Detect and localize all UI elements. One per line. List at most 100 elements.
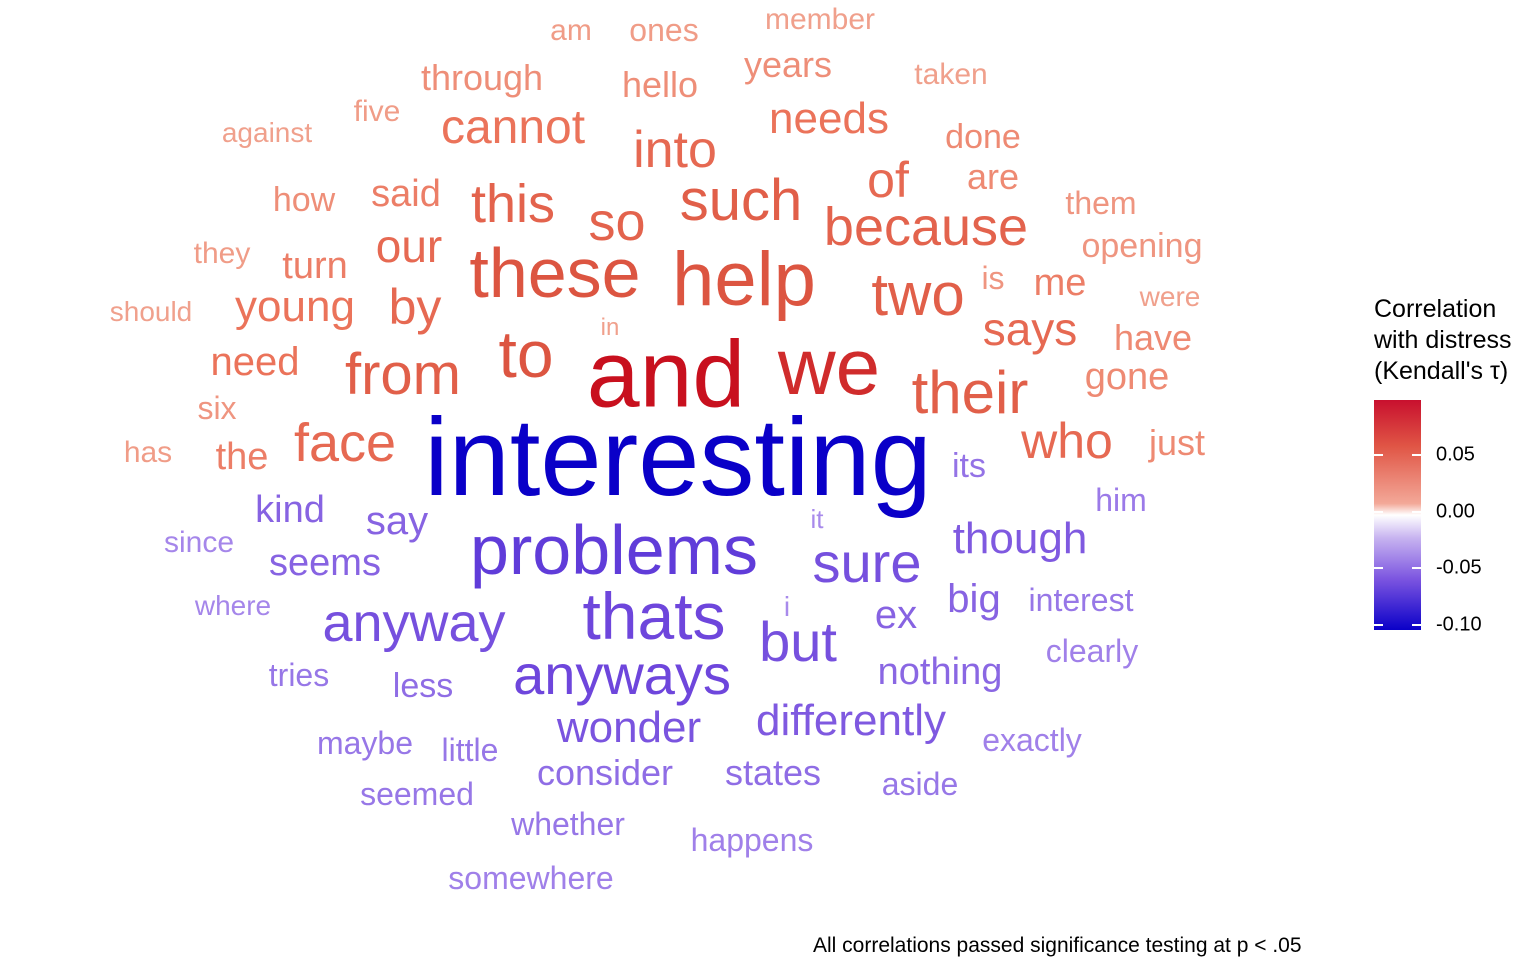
word-our: our [375, 220, 443, 272]
word-by: by [388, 279, 442, 335]
word-exactly: exactly [982, 722, 1082, 758]
word-help: help [672, 237, 816, 322]
word-where: where [194, 590, 272, 621]
word-kind: kind [255, 489, 325, 531]
word-through: through [420, 57, 544, 98]
word-tries: tries [268, 657, 330, 693]
word-who: who [1021, 413, 1113, 469]
word-nothing: nothing [877, 651, 1003, 693]
legend-title-line-2: with distress [1374, 326, 1512, 354]
word-whether: whether [511, 806, 625, 842]
word-turn: turn [282, 245, 348, 287]
word-needs: needs [769, 94, 889, 143]
color-legend: Correlation with distress (Kendall's τ) … [1374, 294, 1534, 636]
legend-title-line-1: Correlation [1374, 295, 1497, 323]
word-to: to [498, 317, 554, 391]
word-little: little [441, 732, 499, 768]
word-since: since [163, 526, 235, 559]
word-need: need [210, 340, 300, 384]
legend-tick-label: -0.05 [1436, 556, 1482, 579]
legend-tick-mark [1374, 624, 1383, 626]
word-their: their [911, 359, 1029, 426]
word-just: just [1148, 422, 1206, 463]
word-am: am [550, 14, 592, 47]
word-six: six [197, 390, 237, 426]
word-seemed: seemed [360, 776, 474, 812]
word-in: in [600, 314, 620, 341]
word-them: them [1065, 185, 1137, 221]
word-aside: aside [881, 766, 959, 802]
word-done: done [945, 118, 1021, 156]
word-thats: thats [582, 579, 726, 653]
word-anyways: anyways [513, 643, 731, 706]
word-ones: ones [629, 12, 699, 48]
legend-tick-label: 0.05 [1436, 443, 1475, 466]
legend-tick-mark [1412, 454, 1421, 456]
word-the: the [215, 436, 269, 478]
word-seems: seems [269, 542, 381, 584]
word-big: big [947, 577, 1001, 621]
word-they: they [193, 237, 251, 270]
word-its: its [952, 447, 986, 485]
word-were: were [1139, 281, 1201, 312]
word-it: it [810, 504, 824, 534]
word-says: says [982, 303, 1078, 355]
word-though: though [952, 514, 1088, 563]
legend-tick-mark [1374, 511, 1383, 513]
legend-tick-mark [1374, 454, 1383, 456]
legend-tick-label: -0.10 [1436, 613, 1482, 636]
word-me: me [1033, 262, 1087, 304]
word-into: into [633, 121, 717, 179]
legend-tick-mark [1412, 624, 1421, 626]
word-years: years [743, 44, 833, 85]
word-less: less [392, 667, 454, 705]
word-interest: interest [1028, 582, 1134, 618]
word-differently: differently [756, 696, 946, 745]
word-hello: hello [621, 64, 699, 105]
word-wonder: wonder [556, 703, 702, 752]
word-such: such [679, 168, 803, 233]
word-face: face [293, 413, 397, 473]
legend-tick-mark [1412, 511, 1421, 513]
word-clearly: clearly [1045, 633, 1139, 669]
word-this: this [470, 174, 556, 234]
word-states: states [724, 752, 822, 793]
word-say: say [365, 499, 429, 543]
word-and: and [586, 321, 746, 428]
word-maybe: maybe [316, 725, 414, 761]
word-against: against [221, 117, 313, 148]
word-how: how [272, 181, 336, 219]
word-so: so [588, 192, 646, 252]
word-two: two [871, 261, 965, 328]
word-i: i [783, 591, 791, 622]
word-member: member [764, 3, 876, 36]
word-interesting: interesting [424, 396, 932, 519]
word-from: from [345, 342, 461, 407]
word-consider: consider [536, 752, 674, 793]
word-should: should [109, 296, 193, 327]
word-problems: problems [470, 511, 758, 589]
word-but: but [759, 610, 837, 673]
legend-colorbar [1374, 400, 1421, 630]
word-gone: gone [1084, 356, 1170, 398]
word-opening: opening [1081, 227, 1203, 265]
word-we: we [777, 322, 881, 411]
word-sure: sure [812, 531, 922, 594]
word-said: said [371, 173, 441, 215]
word-ex: ex [874, 593, 918, 637]
word-cloud: interesting and we help these to two their from s… [109, 3, 1206, 895]
word-taken: taken [914, 58, 988, 91]
word-are: are [966, 156, 1020, 197]
word-him: him [1095, 482, 1147, 518]
word-happens: happens [690, 822, 814, 858]
legend-tick-label: 0.00 [1436, 500, 1475, 523]
word-five: five [353, 95, 401, 128]
word-is: is [981, 260, 1005, 296]
legend-tick-mark [1412, 567, 1421, 569]
word-these: these [469, 234, 641, 312]
caption: All correlations passed significance tes… [813, 934, 1302, 957]
legend-title-line-3: (Kendall's τ) [1374, 357, 1509, 385]
legend-tick-mark [1374, 567, 1383, 569]
word-young: young [235, 282, 355, 331]
word-because: because [823, 197, 1029, 257]
